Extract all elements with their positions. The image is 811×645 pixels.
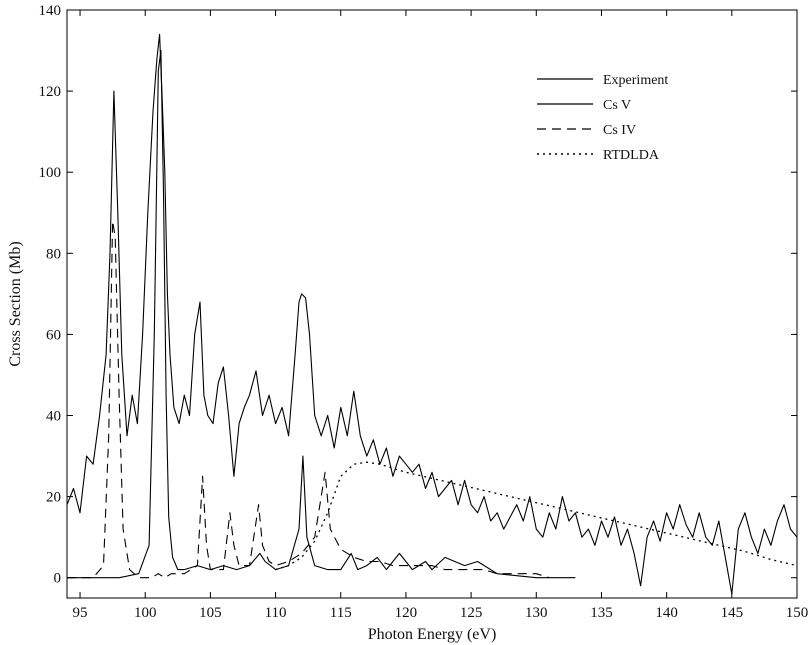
legend-label: RTDLDA: [603, 148, 660, 163]
y-tick-label: 140: [39, 3, 62, 19]
x-tick-label: 105: [199, 605, 222, 621]
plot-frame: [66, 9, 798, 599]
x-tick-label: 115: [330, 605, 352, 621]
y-tick-label: 80: [46, 246, 61, 262]
legend-label: Cs V: [603, 98, 631, 113]
x-tick-label: 150: [786, 605, 809, 621]
y-tick-label: 60: [46, 327, 61, 343]
x-tick-label: 110: [265, 605, 287, 621]
series-line-rtdlda: [275, 461, 797, 571]
legend-label: Experiment: [603, 73, 668, 88]
x-tick-label: 135: [590, 605, 613, 621]
x-tick-label: 100: [134, 605, 157, 621]
legend: Experiment Cs V Cs IV RTDLDA: [537, 73, 668, 163]
x-tick-label: 140: [655, 605, 678, 621]
y-tick-label: 100: [39, 165, 62, 181]
y-axis-label: Cross Section (Mb): [7, 241, 24, 366]
x-tick-label: 95: [73, 605, 88, 621]
x-tick-label: 130: [525, 605, 548, 621]
series-layer: [67, 33, 797, 595]
series-line-experiment: [67, 33, 797, 595]
x-tick-label: 125: [460, 605, 483, 621]
x-axis-label: Photon Energy (eV): [368, 626, 497, 643]
series-line-cs-iv: [67, 220, 550, 579]
y-tick-label: 20: [46, 490, 61, 506]
legend-label: Cs IV: [603, 123, 636, 138]
y-tick-label: 120: [39, 84, 62, 100]
x-tick-label: 145: [721, 605, 744, 621]
y-tick-label: 0: [54, 571, 62, 587]
x-tick-label: 120: [395, 605, 418, 621]
ticks-layer: 95 100 105 110 115 120 125 130 135 140 145 150 0 20 40…: [39, 3, 809, 621]
y-tick-label: 40: [46, 409, 61, 425]
